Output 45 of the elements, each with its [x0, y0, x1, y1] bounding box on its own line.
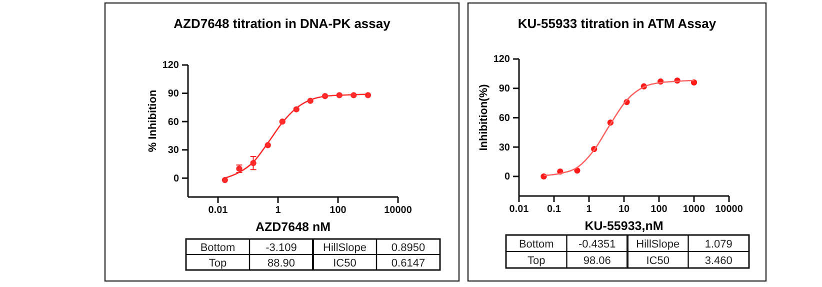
text: -0.4351	[578, 238, 616, 250]
chart-title: AZD7648 titration in DNA-PK assay	[174, 16, 392, 31]
text: 1.079	[704, 238, 732, 250]
text: IC50	[333, 257, 356, 270]
y-tick-label: 90	[168, 88, 180, 100]
y-tick-label: 90	[498, 84, 510, 95]
x-tick-label: 0.01	[509, 204, 530, 216]
x-tick-label: 1	[275, 205, 282, 216]
text: 0.6147	[391, 257, 426, 270]
y-tick-label: 120	[493, 54, 510, 66]
text: IC50	[646, 254, 670, 267]
text: 88.90	[267, 257, 296, 270]
text: Bottom	[518, 238, 554, 250]
text: Top	[208, 257, 227, 270]
point	[222, 176, 228, 184]
x-tick-label: 10000	[715, 204, 744, 216]
x-tick-label: 1	[586, 204, 592, 216]
text: Top	[528, 254, 546, 267]
y-tick-label: 0	[173, 173, 180, 184]
y-tick-label: 120	[162, 60, 180, 72]
x-tick-label: 100	[650, 204, 668, 216]
x-axis-title: AZD7648 nM	[255, 220, 331, 234]
y-axis-title: % Inhibition	[147, 90, 159, 152]
text: -3.109	[266, 242, 297, 254]
x-tick-label: 10000	[384, 205, 412, 216]
y-tick-label: 60	[168, 116, 180, 128]
y-tick-label: 60	[498, 112, 510, 124]
x-tick-label: 0.1	[547, 204, 562, 216]
x-tick-label: 10	[618, 204, 630, 216]
text: Bottom	[200, 242, 236, 254]
y-axis-title: Inhibition(%)	[478, 84, 490, 151]
point	[690, 79, 698, 86]
x-tick-label: 0.01	[208, 205, 228, 216]
x-tick-label: 1000	[682, 204, 706, 216]
text: 98.06	[583, 254, 611, 267]
text: HillSlope	[323, 242, 366, 254]
y-tick-label: 30	[168, 145, 180, 156]
x-tick-label: 100	[330, 205, 347, 216]
y-tick-label: 0	[504, 172, 510, 183]
text: HillSlope	[636, 238, 680, 250]
text: 0.8950	[391, 242, 426, 254]
text: 3.460	[704, 254, 732, 267]
x-axis-title: KU-55933,nM	[584, 219, 664, 233]
y-tick-label: 30	[498, 142, 510, 154]
chart-title: KU-55933 titration in ATM Assay	[518, 16, 717, 31]
